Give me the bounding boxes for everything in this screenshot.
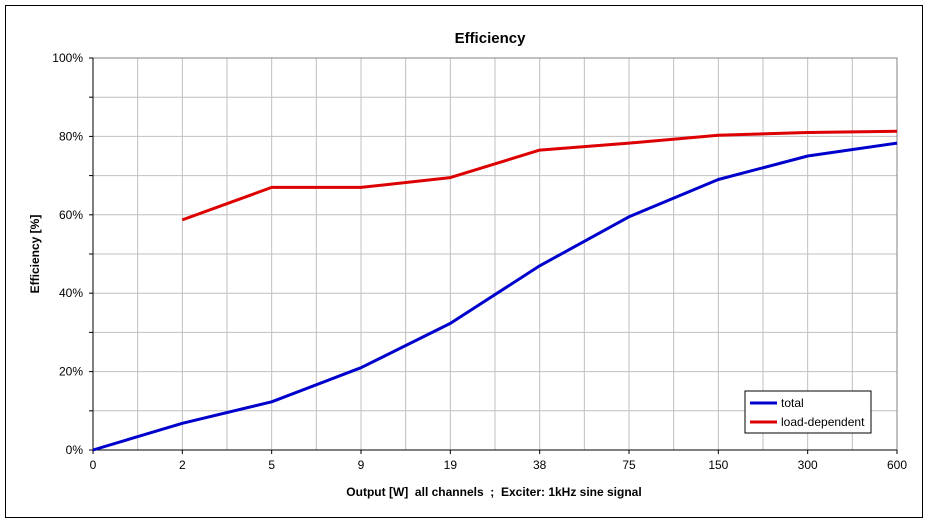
- legend-box: [744, 390, 872, 434]
- legend: total load-dependent: [744, 390, 872, 434]
- x-tick-labels: 0 2 5 9 19 38 75 150 300 600: [90, 458, 908, 472]
- legend-label: load-dependent: [781, 415, 865, 429]
- series-lines: [92, 129, 898, 452]
- x-tick-label: 9: [358, 458, 365, 472]
- y-axis-label: Efficiency [%]: [28, 215, 42, 294]
- x-tick-label: 75: [622, 458, 636, 472]
- y-tick-label: 0%: [66, 443, 84, 457]
- x-tick-label: 38: [533, 458, 547, 472]
- y-tick-label: 60%: [59, 208, 83, 222]
- y-tick-label: 100%: [52, 51, 83, 65]
- x-tick-label: 0: [90, 458, 97, 472]
- y-tick-label: 80%: [59, 129, 83, 143]
- x-axis-label: Output [W] all channels ; Exciter: 1kHz …: [346, 485, 641, 499]
- x-tick-label: 600: [887, 458, 907, 472]
- series-line-load-dependent: [181, 129, 898, 222]
- x-tick-label: 2: [179, 458, 186, 472]
- x-tick-label: 300: [798, 458, 818, 472]
- grid-lines: [93, 58, 897, 450]
- x-tick-label: 150: [708, 458, 728, 472]
- y-tick-labels: 0% 20% 40% 60% 80% 100%: [52, 51, 83, 457]
- legend-label: total: [781, 396, 804, 410]
- y-tick-label: 20%: [59, 365, 83, 379]
- y-tick-label: 40%: [59, 286, 83, 300]
- axes: [89, 57, 898, 454]
- series-line-total: [92, 141, 898, 452]
- x-tick-label: 19: [444, 458, 458, 472]
- chart-title: Efficiency: [455, 30, 527, 47]
- x-tick-label: 5: [268, 458, 275, 472]
